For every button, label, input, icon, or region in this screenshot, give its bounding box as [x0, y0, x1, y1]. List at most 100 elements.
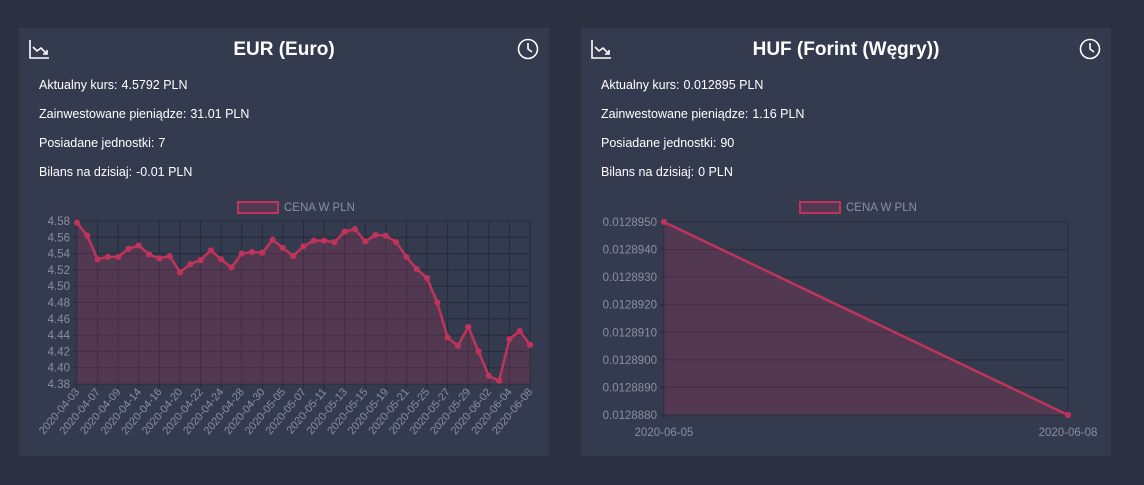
card-title: HUF (Forint (Węgry)) — [752, 39, 940, 60]
y-tick-label: 0.0128890 — [603, 382, 657, 394]
data-point — [73, 219, 81, 226]
data-point — [197, 257, 204, 264]
data-point — [526, 341, 534, 348]
info-value: 4.5792 PLN — [121, 78, 188, 92]
card-title: EUR (Euro) — [233, 39, 335, 60]
info-balance: Bilans na dzisiaj: -0.01 PLN — [39, 165, 192, 179]
data-point — [506, 336, 513, 343]
y-tick-label: 0.0128950 — [603, 217, 657, 229]
data-point — [310, 237, 317, 244]
clock-icon[interactable] — [1079, 38, 1101, 60]
info-label: Bilans na dzisiaj: — [601, 165, 695, 179]
currency-card-eur: EUR (Euro) Aktualny kurs: 4.5792 PLN Zain… — [19, 28, 549, 456]
data-point — [444, 334, 451, 341]
y-tick-label: 4.38 — [48, 379, 70, 391]
data-point — [125, 245, 132, 252]
data-point — [660, 218, 668, 226]
data-point — [259, 249, 266, 256]
y-tick-label: 4.40 — [48, 363, 70, 375]
info-label: Aktualny kurs: — [601, 78, 680, 92]
data-point — [135, 242, 142, 249]
info-label: Posiadane jednostki: — [601, 136, 717, 150]
data-point — [382, 232, 389, 239]
y-tick-label: 0.0128940 — [603, 245, 657, 257]
currency-card-huf: HUF (Forint (Węgry)) Aktualny kurs: 0.012… — [581, 28, 1111, 456]
info-balance: Bilans na dzisiaj: 0 PLN — [601, 165, 733, 179]
data-point — [269, 236, 276, 243]
y-tick-label: 4.48 — [48, 298, 70, 310]
data-point — [84, 232, 91, 239]
y-tick-label: 0.0128900 — [603, 355, 657, 367]
data-point — [290, 252, 297, 260]
y-tick-label: 0.0128880 — [603, 410, 657, 422]
y-tick-label: 4.56 — [48, 232, 70, 244]
data-point — [238, 250, 245, 257]
chart-trend-icon[interactable] — [590, 38, 612, 60]
info-value: 0.012895 PLN — [683, 78, 764, 92]
info-value: 7 — [158, 136, 166, 150]
info-label: Zainwestowane pieniądze: — [601, 107, 749, 121]
x-tick-label: 2020-06-08 — [1039, 427, 1098, 439]
y-tick-label: 4.54 — [48, 249, 71, 261]
chart-trend-icon[interactable] — [28, 38, 50, 60]
data-point — [218, 256, 225, 263]
data-point — [228, 264, 235, 271]
info-units: Posiadane jednostki: 90 — [601, 136, 734, 150]
y-tick-label: 4.44 — [48, 330, 71, 342]
price-chart-huf: CENA W PLN 0.0128950 0.0128940 0.0128930 0.0… — [603, 201, 1098, 439]
data-point — [320, 237, 328, 244]
info-value: 1.16 PLN — [752, 107, 805, 121]
y-tick-label: 0.0128930 — [603, 272, 657, 284]
clock-icon[interactable] — [517, 38, 539, 60]
data-point — [145, 251, 153, 258]
info-label: Aktualny kurs: — [39, 78, 118, 92]
info-label: Posiadane jednostki: — [39, 136, 155, 150]
info-invested: Zainwestowane pieniądze: 1.16 PLN — [601, 107, 804, 121]
info-label: Zainwestowane pieniądze: — [39, 107, 187, 121]
info-current-rate: Aktualny kurs: 0.012895 PLN — [601, 78, 763, 92]
y-tick-label: 4.50 — [48, 281, 70, 293]
data-point — [423, 274, 431, 282]
data-point — [115, 253, 122, 260]
data-point — [300, 243, 307, 250]
y-tick-label: 4.52 — [48, 265, 70, 277]
info-value: 31.01 PLN — [190, 107, 250, 121]
data-point — [393, 239, 400, 246]
y-tick-label: 4.58 — [48, 216, 70, 228]
data-point — [516, 327, 523, 335]
data-point — [403, 253, 410, 260]
x-tick-label: 2020-06-05 — [635, 427, 694, 439]
data-point — [485, 372, 492, 379]
info-value: 90 — [720, 136, 735, 150]
info-value: -0.01 PLN — [136, 165, 193, 179]
price-chart-eur: CENA W PLN 4.58 4.56 4.54 4.52 4.50 4.48 4.46 4.… — [37, 201, 535, 437]
series-line — [663, 220, 1069, 417]
data-point — [341, 228, 348, 235]
info-label: Bilans na dzisiaj: — [39, 165, 133, 179]
data-point — [1064, 411, 1072, 419]
data-point — [94, 256, 101, 263]
y-tick-label: 4.42 — [48, 346, 70, 358]
data-point — [166, 252, 173, 260]
data-point — [331, 239, 338, 246]
data-point — [454, 342, 462, 349]
info-value: 0 PLN — [698, 165, 733, 179]
data-point — [156, 255, 163, 262]
legend-label: CENA W PLN — [846, 202, 917, 214]
data-point — [413, 265, 420, 273]
y-tick-label: 0.0128910 — [603, 327, 657, 339]
data-point — [104, 253, 111, 260]
data-point — [207, 247, 214, 254]
data-point — [434, 299, 441, 306]
data-point — [187, 261, 194, 268]
info-units: Posiadane jednostki: 7 — [39, 136, 165, 150]
data-point — [372, 231, 379, 238]
data-point — [248, 248, 256, 256]
data-point — [496, 377, 503, 384]
data-point — [465, 323, 472, 331]
data-point — [351, 226, 359, 233]
info-invested: Zainwestowane pieniądze: 31.01 PLN — [39, 107, 249, 121]
data-point — [279, 244, 287, 251]
data-point — [362, 238, 369, 245]
data-point — [475, 348, 482, 355]
